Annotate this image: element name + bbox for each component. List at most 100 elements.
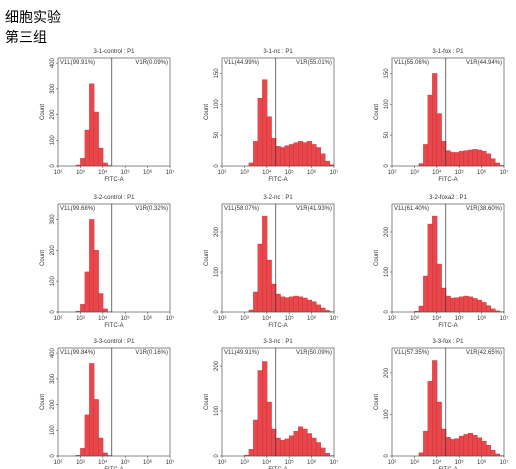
plot-frame [57,203,171,313]
x-axis-label: FITC-A [268,177,287,183]
histogram-bar [248,449,254,457]
y-axis-label: Count [40,394,46,410]
histogram-bar [306,433,313,457]
gate-label: V1R(41.93%) [296,206,332,212]
plot-frame [221,203,335,313]
histogram-bar [427,94,433,167]
histogram-bar [262,215,268,313]
histogram-bar [463,295,469,313]
gate-label: V1R(50.09%) [296,350,332,356]
plot-frame [221,347,335,457]
x-axis-label: FITC-A [438,323,457,329]
histogram-bar [311,144,317,167]
x-tick-label: 10⁶ [143,315,153,322]
histogram-bar [481,302,487,313]
y-tick-label: 400 [50,57,56,68]
histogram-bar [293,142,299,167]
x-tick-label: 10⁵ [121,459,131,466]
gate-label: V1L(49.91%) [224,350,259,356]
histogram-bar [284,145,290,167]
histogram-bar [84,414,90,457]
y-tick-label: 50 [384,131,390,138]
gate-label: V1L(99.68%) [60,206,95,212]
gate-label: V1R(38.60%) [466,206,502,212]
x-axis-label: FITC-A [268,467,287,469]
y-tick-label: 100 [384,266,390,277]
histogram-bar [93,399,99,457]
histogram-bar [275,437,281,457]
gate-label: V1L(99.91%) [60,60,95,66]
gate-label: V1L(58.07%) [224,206,259,212]
x-tick-label: 10² [218,460,227,466]
x-tick-label: 10⁴ [432,459,442,466]
x-tick-label: 10⁷ [166,315,175,322]
histogram-bar [324,160,330,167]
histogram-bar [472,435,478,457]
histogram-bar [459,151,465,167]
histogram-bar [271,138,277,167]
x-tick-label: 10² [388,170,397,176]
y-tick-label: 0 [214,310,220,314]
y-axis-label: Count [40,104,46,120]
plot-frame [57,347,171,457]
x-tick-label: 10⁶ [143,459,153,466]
histogram-bar [93,111,99,167]
y-tick-label: 200 [384,226,390,237]
histogram-bar [468,149,474,167]
x-tick-label: 10⁶ [477,169,487,176]
histogram-bar [280,296,286,313]
histogram-bar [253,291,259,313]
x-tick-label: 10⁷ [330,459,339,466]
chart-title: 3-1-fox : P1 [432,49,464,55]
histogram-bar [289,144,295,167]
histogram-bar [284,438,290,457]
histogram-bar [306,299,313,313]
histogram-bar [306,141,313,167]
x-tick-label: 10³ [410,460,419,466]
x-tick-label: 10³ [240,316,249,322]
histogram-bar [257,243,263,313]
y-tick-label: 100 [384,409,390,420]
x-tick-label: 10² [218,316,227,322]
y-tick-label: 100 [214,266,220,277]
histogram-bar [441,287,447,313]
histogram-bar [423,144,429,167]
histogram-bar [84,271,90,313]
gate-label: V1L(44.99%) [224,60,259,66]
y-axis-label: Count [204,104,210,120]
x-tick-label: 10⁵ [455,315,465,322]
chart-title: 3-2-control : P1 [93,195,135,201]
y-tick-label: 200 [214,360,220,371]
histogram-bar [320,307,326,313]
histogram-bar [476,149,483,167]
x-tick-label: 10⁷ [330,315,339,322]
histogram-bar [311,301,317,313]
x-tick-label: 10² [388,460,397,466]
y-tick-label: 200 [50,399,56,410]
x-tick-label: 10⁷ [166,459,175,466]
histogram-bar [289,435,295,457]
histogram-bar [490,450,496,457]
histogram-bar [266,259,272,313]
histogram-bar [275,293,281,313]
histogram-bar [423,275,429,313]
y-axis-label: Count [204,250,210,266]
x-tick-label: 10³ [240,170,249,176]
x-tick-label: 10⁶ [307,459,317,466]
y-tick-label: 200 [50,109,56,120]
y-tick-label: 300 [50,83,56,94]
histogram-bar [253,141,259,167]
y-tick-label: 50 [214,131,220,138]
x-tick-label: 10⁷ [166,169,175,176]
histogram-bar [302,428,308,457]
x-tick-label: 10⁷ [330,169,339,176]
x-tick-label: 10⁵ [121,315,131,322]
gate-label: V1R(44.94%) [466,60,502,66]
gate-label: V1R(42.65%) [466,350,502,356]
x-tick-label: 10⁴ [98,315,108,322]
histogram-bar [436,401,442,457]
histogram-bar [445,295,451,313]
x-tick-label: 10⁵ [285,315,295,322]
histogram-bar [418,452,424,457]
histogram-bar [481,151,487,167]
